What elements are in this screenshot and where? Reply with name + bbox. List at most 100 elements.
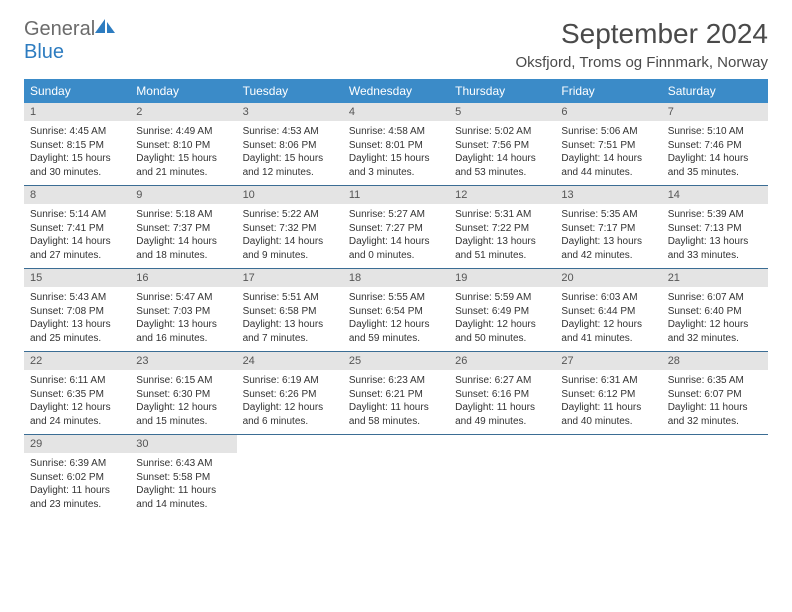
daylight-line2: and 23 minutes.	[30, 498, 124, 512]
daylight-line1: Daylight: 12 hours	[455, 318, 549, 332]
day-cell: 2Sunrise: 4:49 AMSunset: 8:10 PMDaylight…	[130, 103, 236, 185]
sunset-line: Sunset: 6:16 PM	[455, 388, 549, 402]
daylight-line1: Daylight: 15 hours	[349, 152, 443, 166]
daylight-line2: and 16 minutes.	[136, 332, 230, 346]
day-body: Sunrise: 5:02 AMSunset: 7:56 PMDaylight:…	[449, 121, 555, 183]
day-cell: 19Sunrise: 5:59 AMSunset: 6:49 PMDayligh…	[449, 269, 555, 351]
day-cell: 10Sunrise: 5:22 AMSunset: 7:32 PMDayligh…	[237, 186, 343, 268]
daylight-line2: and 33 minutes.	[668, 249, 762, 263]
daylight-line1: Daylight: 12 hours	[243, 401, 337, 415]
day-body: Sunrise: 5:22 AMSunset: 7:32 PMDaylight:…	[237, 204, 343, 266]
daylight-line1: Daylight: 14 hours	[668, 152, 762, 166]
sunrise-line: Sunrise: 5:39 AM	[668, 208, 762, 222]
day-cell: 22Sunrise: 6:11 AMSunset: 6:35 PMDayligh…	[24, 352, 130, 434]
daylight-line2: and 51 minutes.	[455, 249, 549, 263]
day-number: 4	[343, 103, 449, 121]
weekday-header: Saturday	[662, 79, 768, 103]
sunrise-line: Sunrise: 6:15 AM	[136, 374, 230, 388]
day-number: 24	[237, 352, 343, 370]
day-number: 25	[343, 352, 449, 370]
day-body: Sunrise: 5:47 AMSunset: 7:03 PMDaylight:…	[130, 287, 236, 349]
sunset-line: Sunset: 6:12 PM	[561, 388, 655, 402]
title-block: September 2024 Oksfjord, Troms og Finnma…	[515, 18, 768, 71]
daylight-line1: Daylight: 15 hours	[30, 152, 124, 166]
sunrise-line: Sunrise: 5:31 AM	[455, 208, 549, 222]
sunset-line: Sunset: 5:58 PM	[136, 471, 230, 485]
empty-cell	[662, 435, 768, 517]
sunrise-line: Sunrise: 6:03 AM	[561, 291, 655, 305]
daylight-line1: Daylight: 11 hours	[30, 484, 124, 498]
empty-cell	[555, 435, 661, 517]
sunrise-line: Sunrise: 5:35 AM	[561, 208, 655, 222]
day-body: Sunrise: 5:55 AMSunset: 6:54 PMDaylight:…	[343, 287, 449, 349]
sunrise-line: Sunrise: 5:27 AM	[349, 208, 443, 222]
daylight-line1: Daylight: 12 hours	[668, 318, 762, 332]
day-number: 12	[449, 186, 555, 204]
sunset-line: Sunset: 7:46 PM	[668, 139, 762, 153]
day-number: 8	[24, 186, 130, 204]
week-row: 1Sunrise: 4:45 AMSunset: 8:15 PMDaylight…	[24, 103, 768, 185]
weekday-header: Sunday	[24, 79, 130, 103]
daylight-line2: and 41 minutes.	[561, 332, 655, 346]
daylight-line1: Daylight: 11 hours	[349, 401, 443, 415]
day-cell: 7Sunrise: 5:10 AMSunset: 7:46 PMDaylight…	[662, 103, 768, 185]
sunset-line: Sunset: 6:35 PM	[30, 388, 124, 402]
day-body: Sunrise: 4:45 AMSunset: 8:15 PMDaylight:…	[24, 121, 130, 183]
daylight-line2: and 3 minutes.	[349, 166, 443, 180]
day-number: 14	[662, 186, 768, 204]
daylight-line2: and 7 minutes.	[243, 332, 337, 346]
daylight-line2: and 53 minutes.	[455, 166, 549, 180]
daylight-line2: and 27 minutes.	[30, 249, 124, 263]
sunset-line: Sunset: 6:58 PM	[243, 305, 337, 319]
sunset-line: Sunset: 8:15 PM	[30, 139, 124, 153]
daylight-line2: and 59 minutes.	[349, 332, 443, 346]
daylight-line2: and 44 minutes.	[561, 166, 655, 180]
day-body: Sunrise: 5:31 AMSunset: 7:22 PMDaylight:…	[449, 204, 555, 266]
daylight-line2: and 42 minutes.	[561, 249, 655, 263]
sunset-line: Sunset: 7:03 PM	[136, 305, 230, 319]
week-row: 29Sunrise: 6:39 AMSunset: 6:02 PMDayligh…	[24, 434, 768, 517]
daylight-line1: Daylight: 14 hours	[561, 152, 655, 166]
daylight-line1: Daylight: 12 hours	[30, 401, 124, 415]
daylight-line2: and 18 minutes.	[136, 249, 230, 263]
sunrise-line: Sunrise: 5:18 AM	[136, 208, 230, 222]
day-cell: 9Sunrise: 5:18 AMSunset: 7:37 PMDaylight…	[130, 186, 236, 268]
day-number: 5	[449, 103, 555, 121]
sunset-line: Sunset: 7:17 PM	[561, 222, 655, 236]
day-number: 15	[24, 269, 130, 287]
day-cell: 3Sunrise: 4:53 AMSunset: 8:06 PMDaylight…	[237, 103, 343, 185]
daylight-line1: Daylight: 13 hours	[30, 318, 124, 332]
empty-cell	[237, 435, 343, 517]
day-cell: 30Sunrise: 6:43 AMSunset: 5:58 PMDayligh…	[130, 435, 236, 517]
daylight-line2: and 58 minutes.	[349, 415, 443, 429]
day-number: 13	[555, 186, 661, 204]
day-number: 30	[130, 435, 236, 453]
day-number: 3	[237, 103, 343, 121]
sunset-line: Sunset: 7:27 PM	[349, 222, 443, 236]
day-cell: 25Sunrise: 6:23 AMSunset: 6:21 PMDayligh…	[343, 352, 449, 434]
day-body: Sunrise: 4:53 AMSunset: 8:06 PMDaylight:…	[237, 121, 343, 183]
sunset-line: Sunset: 6:02 PM	[30, 471, 124, 485]
header: General Blue September 2024 Oksfjord, Tr…	[24, 18, 768, 71]
weeks-container: 1Sunrise: 4:45 AMSunset: 8:15 PMDaylight…	[24, 103, 768, 517]
day-body: Sunrise: 5:43 AMSunset: 7:08 PMDaylight:…	[24, 287, 130, 349]
day-cell: 27Sunrise: 6:31 AMSunset: 6:12 PMDayligh…	[555, 352, 661, 434]
daylight-line1: Daylight: 12 hours	[136, 401, 230, 415]
sunset-line: Sunset: 6:30 PM	[136, 388, 230, 402]
daylight-line2: and 32 minutes.	[668, 332, 762, 346]
day-body: Sunrise: 6:39 AMSunset: 6:02 PMDaylight:…	[24, 453, 130, 515]
day-body: Sunrise: 5:39 AMSunset: 7:13 PMDaylight:…	[662, 204, 768, 266]
sunrise-line: Sunrise: 5:02 AM	[455, 125, 549, 139]
daylight-line1: Daylight: 13 hours	[668, 235, 762, 249]
day-cell: 15Sunrise: 5:43 AMSunset: 7:08 PMDayligh…	[24, 269, 130, 351]
daylight-line2: and 50 minutes.	[455, 332, 549, 346]
day-body: Sunrise: 5:27 AMSunset: 7:27 PMDaylight:…	[343, 204, 449, 266]
logo-part1: General	[24, 18, 95, 40]
daylight-line1: Daylight: 11 hours	[561, 401, 655, 415]
day-number: 11	[343, 186, 449, 204]
sunrise-line: Sunrise: 6:43 AM	[136, 457, 230, 471]
daylight-line2: and 15 minutes.	[136, 415, 230, 429]
weekday-header: Thursday	[449, 79, 555, 103]
sunrise-line: Sunrise: 6:07 AM	[668, 291, 762, 305]
calendar-page: General Blue September 2024 Oksfjord, Tr…	[0, 0, 792, 535]
